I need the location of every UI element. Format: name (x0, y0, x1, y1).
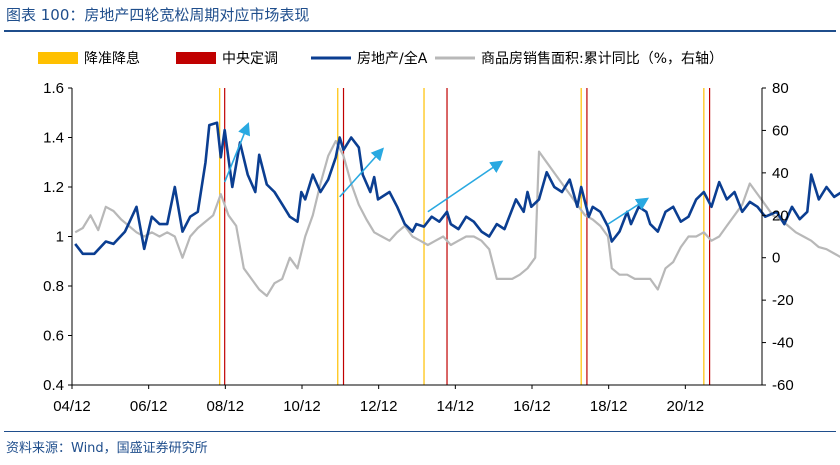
series-lines (74, 121, 840, 297)
x-tick-label-6: 16/12 (513, 398, 551, 415)
y-right-tick-label-2: -20 (772, 292, 794, 309)
trend-arrows (223, 122, 650, 225)
y-right-tick-label-0: -60 (772, 377, 794, 394)
y-right-tick-label-3: 0 (772, 250, 780, 267)
x-tick-label-5: 14/12 (437, 398, 475, 415)
y-right-tick-label-1: -40 (772, 335, 794, 352)
y-left-tick-label-3: 1 (56, 229, 64, 246)
series-line-realestate (74, 121, 840, 256)
y-left-tick-label-1: 0.6 (43, 328, 64, 345)
source-note: 资料来源：Wind，国盛证券研究所 (6, 441, 208, 456)
y-left-tick-label-2: 0.8 (43, 278, 64, 295)
y-left-tick-label-0: 0.4 (43, 377, 64, 394)
y-left-tick-label-6: 1.6 (43, 80, 64, 97)
series-line-sales (74, 139, 840, 297)
legend-label-3: 商品房销售面积:累计同比（%，右轴） (481, 51, 723, 67)
y-right-tick-label-5: 40 (772, 165, 789, 182)
y-right-tick-label-6: 60 (772, 122, 789, 139)
legend-swatch-1 (176, 52, 216, 64)
y-right-tick-label-4: 20 (772, 207, 789, 224)
y-right-tick-label-7: 80 (772, 80, 789, 97)
legend-label-0: 降准降息 (84, 50, 140, 67)
x-tick-label-8: 20/12 (667, 398, 705, 415)
y-left-tick-label-4: 1.2 (43, 179, 64, 196)
x-tick-label-1: 06/12 (130, 398, 168, 415)
x-tick-label-4: 12/12 (360, 398, 398, 415)
axes: 0.4 0.6 0.8 1 1.2 1.4 1.6 -60 -40 -20 0 20 40 60 80 04/… (43, 80, 794, 415)
title-divider (4, 30, 836, 32)
trend-arrow-1 (339, 147, 384, 198)
x-tick-label-2: 08/12 (207, 398, 245, 415)
x-tick-label-3: 10/12 (283, 398, 321, 415)
chart-title: 图表 100：房地产四轮宽松周期对应市场表现 (6, 6, 310, 24)
y-left-tick-label-5: 1.4 (43, 130, 64, 147)
legend-swatch-0 (38, 52, 78, 64)
trend-arrow-3 (607, 197, 650, 225)
legend: 降准降息 中央定调 房地产/全A 商品房销售面积:累计同比（%，右轴） (38, 50, 723, 67)
legend-label-1: 中央定调 (222, 51, 278, 67)
x-tick-label-0: 04/12 (53, 398, 91, 415)
x-tick-label-7: 18/12 (590, 398, 628, 415)
trend-arrow-0 (223, 122, 251, 183)
trend-arrow-2 (427, 160, 504, 213)
source-divider (4, 431, 836, 432)
legend-label-2: 房地产/全A (357, 50, 428, 67)
